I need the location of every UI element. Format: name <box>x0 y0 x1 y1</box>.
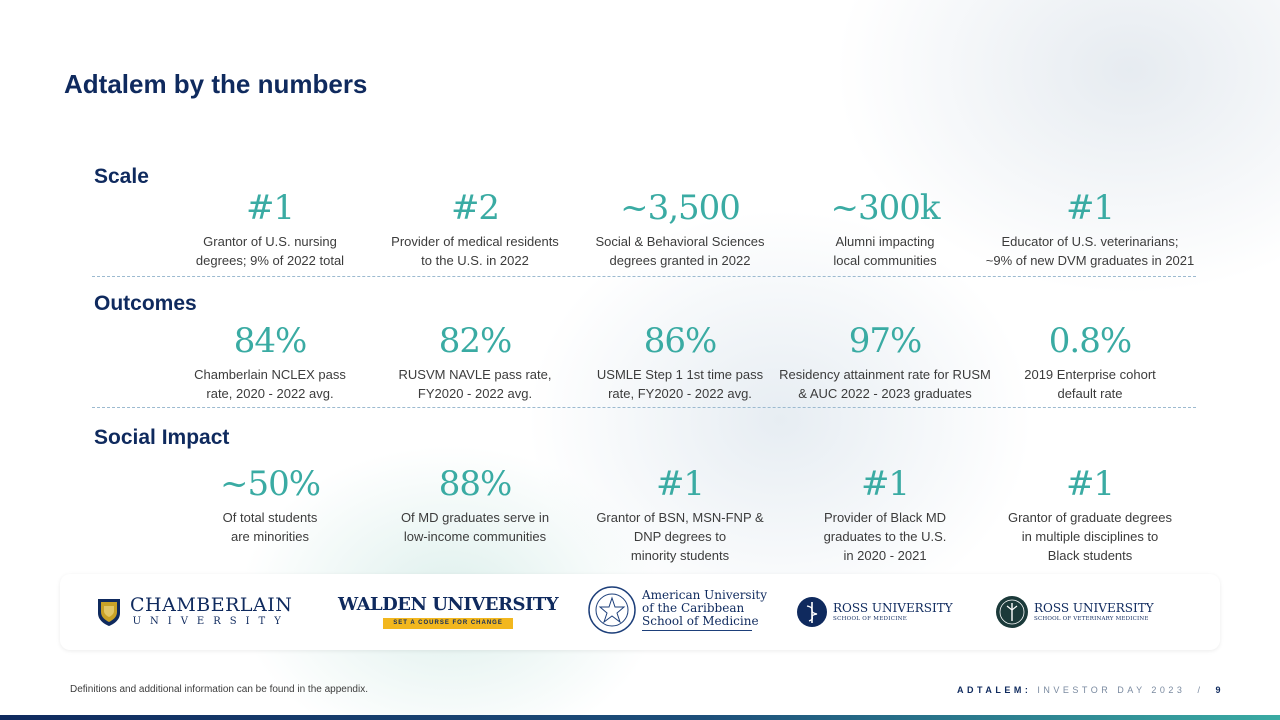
stat-card: #1 Grantor of BSN, MSN-FNP & DNP degrees… <box>580 464 780 565</box>
footnote: Definitions and additional information c… <box>70 684 368 695</box>
auc-seal-icon <box>588 586 636 634</box>
chamberlain-sub: UNIVERSITY <box>132 616 290 627</box>
stats-row-scale: #1 Grantor of U.S. nursing degrees; 9% o… <box>170 188 1200 278</box>
section-label-outcomes: Outcomes <box>94 292 197 315</box>
stat-value: 97% <box>848 321 923 361</box>
stat-card: ~3,500 Social & Behavioral Sciences degr… <box>580 188 780 270</box>
stat-description: Alumni impacting local communities <box>833 234 937 268</box>
stat-card: 82% RUSVM NAVLE pass rate, FY2020 - 2022… <box>375 321 575 403</box>
footer-brand: ADTALEM: <box>957 685 1032 695</box>
stat-value: #1 <box>655 464 705 504</box>
stat-value: 84% <box>233 321 308 361</box>
rusvm-sub: SCHOOL OF VETERINARY MEDICINE <box>1034 615 1149 622</box>
page-number: 9 <box>1215 685 1224 695</box>
stat-description: Residency attainment rate for RUSM & AUC… <box>779 367 991 401</box>
stat-card: #1 Grantor of U.S. nursing degrees; 9% o… <box>170 188 370 270</box>
auc-line-3: School of Medicine <box>642 614 759 628</box>
section-label-social-impact: Social Impact <box>94 426 230 449</box>
stat-value: #2 <box>450 188 500 228</box>
stat-card: 0.8% 2019 Enterprise cohort default rate <box>990 321 1190 403</box>
stat-description: Provider of medical residents to the U.S… <box>391 234 559 268</box>
stat-description: USMLE Step 1 1st time pass rate, FY2020 … <box>596 367 764 401</box>
rusvm-name: ROSS UNIVERSITY <box>1034 600 1154 615</box>
stat-description: Of total students are minorities <box>222 510 318 544</box>
section-label-scale: Scale <box>94 165 149 188</box>
stat-card: 97% Residency attainment rate for RUSM &… <box>765 321 1005 403</box>
stat-value: 86% <box>643 321 718 361</box>
stat-value: #1 <box>1065 464 1115 504</box>
chamberlain-name: CHAMBERLAIN <box>130 594 293 616</box>
stat-value: #1 <box>860 464 910 504</box>
stat-card: #1 Grantor of graduate degrees in multip… <box>990 464 1190 565</box>
stat-description: Chamberlain NCLEX pass rate, 2020 - 2022… <box>194 367 346 401</box>
stat-description: Social & Behavioral Sciences degrees gra… <box>595 234 765 268</box>
walden-logo: WALDEN UNIVERSITY SET A COURSE FOR CHANG… <box>338 594 559 629</box>
stat-card: #1 Provider of Black MD graduates to the… <box>785 464 985 565</box>
stat-card: 88% Of MD graduates serve in low-income … <box>375 464 575 546</box>
stat-description: Grantor of U.S. nursing degrees; 9% of 2… <box>195 234 345 268</box>
stat-value: 0.8% <box>1048 321 1132 361</box>
footer-event: INVESTOR DAY 2023 <box>1037 685 1186 695</box>
auc-underline <box>642 630 752 631</box>
stat-value: 88% <box>438 464 513 504</box>
stat-description: Educator of U.S. veterinarians; ~9% of n… <box>985 234 1195 268</box>
stat-value: ~50% <box>219 464 321 504</box>
institution-logos-panel: CHAMBERLAIN UNIVERSITY WALDEN UNIVERSITY… <box>60 574 1220 650</box>
stat-card: ~50% Of total students are minorities <box>170 464 370 546</box>
rusvm-seal-icon <box>996 596 1028 628</box>
stat-description: Of MD graduates serve in low-income comm… <box>400 510 550 544</box>
stat-description: 2019 Enterprise cohort default rate <box>1024 367 1156 401</box>
rusm-name: ROSS UNIVERSITY <box>833 600 953 615</box>
stat-value: ~300k <box>830 188 941 228</box>
section-divider <box>92 276 1196 277</box>
auc-line-2: of the Caribbean <box>642 601 745 615</box>
stat-card: 84% Chamberlain NCLEX pass rate, 2020 - … <box>170 321 370 403</box>
stat-card: #2 Provider of medical residents to the … <box>375 188 575 270</box>
rusvm-logo: ROSS UNIVERSITY SCHOOL OF VETERINARY MED… <box>995 595 1154 629</box>
auc-line-1: American University <box>642 588 768 602</box>
chamberlain-logo: CHAMBERLAIN UNIVERSITY <box>96 595 292 629</box>
bottom-accent-bar <box>0 715 1280 720</box>
stat-description: RUSVM NAVLE pass rate, FY2020 - 2022 avg… <box>398 367 552 401</box>
chamberlain-shield-icon <box>98 599 120 626</box>
rusm-caduceus-icon <box>797 597 827 627</box>
stat-value: #1 <box>1065 188 1115 228</box>
stat-value: #1 <box>245 188 295 228</box>
stat-card: 86% USMLE Step 1 1st time pass rate, FY2… <box>580 321 780 403</box>
stat-description: Grantor of BSN, MSN-FNP & DNP degrees to… <box>596 510 764 563</box>
section-divider <box>92 407 1196 408</box>
stat-value: ~3,500 <box>620 188 741 228</box>
stat-description: Provider of Black MD graduates to the U.… <box>823 510 947 563</box>
stat-value: 82% <box>438 321 513 361</box>
rusm-logo: ROSS UNIVERSITY SCHOOL OF MEDICINE <box>796 596 953 628</box>
auc-logo: American University of the Caribbean Sch… <box>587 585 767 635</box>
stats-row-outcomes: 84% Chamberlain NCLEX pass rate, 2020 - … <box>170 321 1200 411</box>
rusm-sub: SCHOOL OF MEDICINE <box>833 615 908 622</box>
walden-name: WALDEN UNIVERSITY <box>338 594 559 615</box>
walden-tagline: SET A COURSE FOR CHANGE <box>383 618 513 629</box>
footer-separator: / <box>1197 685 1204 695</box>
stat-card: ~300k Alumni impacting local communities <box>785 188 985 270</box>
page-title: Adtalem by the numbers <box>64 69 368 99</box>
stat-card: #1 Educator of U.S. veterinarians; ~9% o… <box>970 188 1210 270</box>
footer-event-label: ADTALEM: INVESTOR DAY 2023 / 9 <box>957 685 1224 695</box>
stat-description: Grantor of graduate degrees in multiple … <box>1007 510 1173 563</box>
stats-row-social-impact: ~50% Of total students are minorities 88… <box>170 464 1200 563</box>
